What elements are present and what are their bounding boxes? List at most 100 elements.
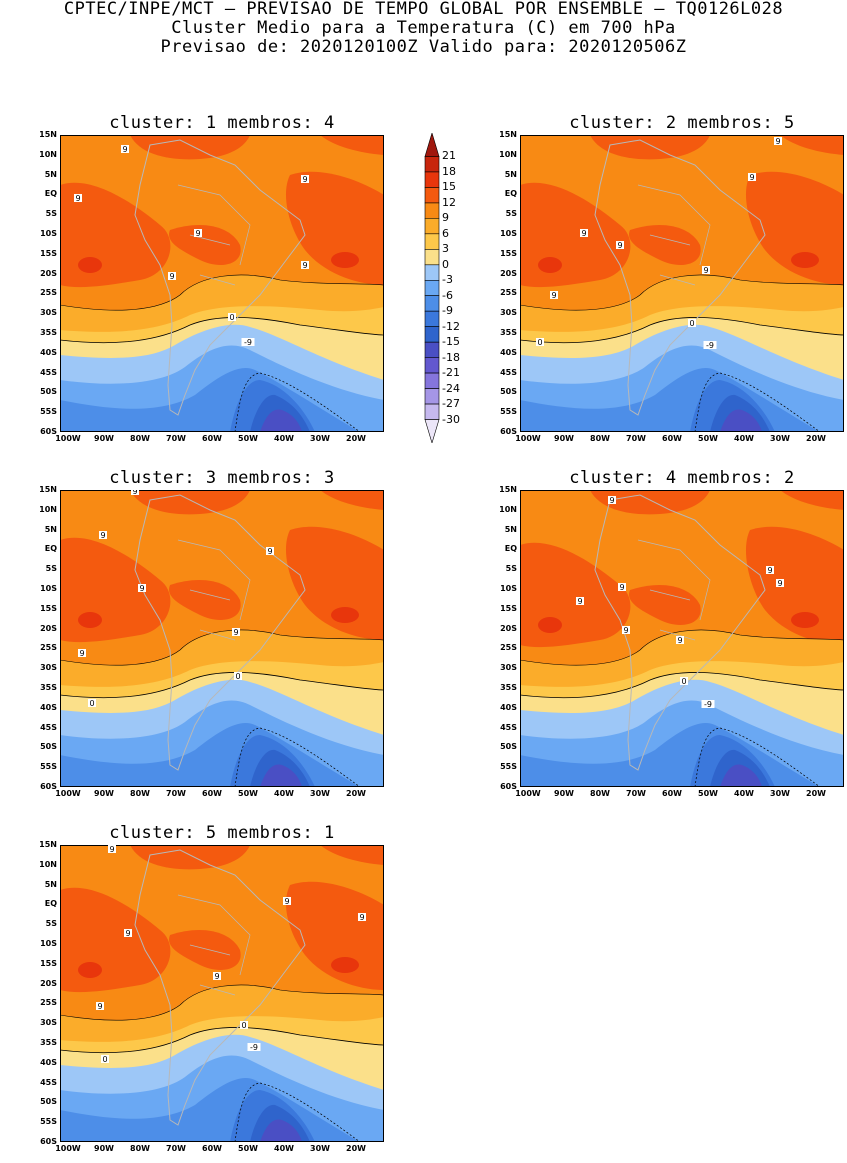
colorbar-swatch: [424, 326, 440, 343]
header-line-3: Previsao de: 2020120100Z Valido para: 20…: [160, 37, 687, 57]
longitude-tick-label: 20W: [806, 789, 826, 798]
contour-label: 0: [88, 699, 96, 708]
longitude-tick-label: 100W: [55, 789, 81, 798]
svg-text:9: 9: [122, 145, 127, 154]
contour-label: 9: [131, 490, 139, 496]
latitude-tick-label: 5S: [505, 209, 517, 219]
svg-text:-9: -9: [244, 338, 252, 347]
svg-text:0: 0: [689, 319, 694, 328]
svg-text:-9: -9: [250, 1043, 258, 1052]
longitude-tick-label: 50W: [698, 789, 718, 798]
longitude-tick-label: 100W: [55, 434, 81, 443]
contour-label: 9: [194, 229, 202, 238]
svg-text:9: 9: [109, 845, 114, 854]
contour-label: 0: [240, 1021, 248, 1030]
contour-label: 9: [676, 636, 684, 645]
colorbar-label: -3: [442, 273, 453, 287]
contour-label: 9: [108, 845, 116, 854]
latitude-tick-label: 5N: [504, 524, 517, 534]
header-line-2: Cluster Medio para a Temperatura (C) em …: [171, 18, 676, 38]
latitude-tick-label: 45S: [40, 1077, 57, 1087]
longitude-tick-label: 80W: [130, 789, 150, 798]
latitude-tick-label: 20S: [500, 623, 517, 633]
latitude-tick-label: 20S: [40, 623, 57, 633]
longitude-tick-label: 40W: [274, 1144, 294, 1153]
longitude-tick-label: 30W: [770, 434, 790, 443]
latitude-tick-label: 50S: [40, 387, 57, 397]
temperature-map: 9 9 9 9 9 9 0 0 -9: [520, 135, 844, 432]
colorbar-label: -27: [442, 397, 460, 411]
latitude-tick-label: 30S: [40, 663, 57, 673]
contour-label: 9: [99, 531, 107, 540]
latitude-tick-label: 5S: [505, 564, 517, 574]
latitude-tick-label: 15N: [39, 485, 57, 494]
longitude-tick-label: 80W: [590, 434, 610, 443]
latitude-tick-label: 60S: [500, 782, 517, 791]
colorbar-label: -9: [442, 304, 453, 318]
latitude-tick-label: EQ: [44, 899, 57, 909]
cluster-panel-4: cluster: 4 membros: 2 9 9 9 9 9 9 9 0 -9 15N 10N 5N…: [460, 468, 847, 808]
latitude-tick-label: 10N: [499, 149, 517, 159]
svg-text:9: 9: [617, 241, 622, 250]
svg-text:9: 9: [132, 490, 137, 496]
contour-label: 9: [580, 229, 588, 238]
svg-text:9: 9: [75, 194, 80, 203]
colorbar-label: -24: [442, 381, 460, 395]
latitude-tick-label: 25S: [500, 288, 517, 298]
latitude-tick-label: 35S: [40, 683, 57, 692]
latitude-tick-label: 50S: [500, 387, 517, 397]
contour-label: 0: [536, 338, 544, 347]
colorbar-swatch: [424, 264, 440, 281]
latitude-tick-label: 55S: [40, 1117, 57, 1127]
latitude-tick-label: 40S: [40, 347, 57, 357]
contour-label: 9: [121, 145, 129, 154]
cluster-panel-5: cluster: 5 membros: 1 9 9 9 9 9 9 0 0 -9 15N 10N 5N…: [0, 823, 400, 1163]
colorbar-swatch: [424, 279, 440, 297]
longitude-tick-label: 70W: [626, 789, 646, 798]
colorbar-label: 15: [442, 180, 456, 194]
contour-label: 9: [702, 266, 710, 275]
longitude-tick-label: 80W: [590, 789, 610, 798]
longitude-tick-label: 90W: [94, 434, 114, 443]
latitude-tick-label: 60S: [500, 427, 517, 436]
panel-title: cluster: 3 membros: 3: [109, 468, 335, 488]
colorbar-label: 21: [442, 149, 456, 163]
latitude-tick-label: 10N: [39, 149, 57, 159]
longitude-tick-label: 50W: [238, 434, 258, 443]
contour-label: 9: [358, 913, 366, 922]
svg-text:9: 9: [359, 913, 364, 922]
longitude-tick-label: 40W: [734, 789, 754, 798]
contour-label: 9: [74, 194, 82, 203]
longitude-tick-label: 20W: [346, 789, 366, 798]
longitude-tick-label: 30W: [770, 789, 790, 798]
contour-label: 9: [748, 173, 756, 182]
latitude-tick-label: 15S: [40, 603, 57, 613]
latitude-tick-label: 30S: [500, 308, 517, 318]
svg-text:0: 0: [102, 1055, 107, 1064]
svg-text:9: 9: [139, 584, 144, 593]
latitude-tick-label: 35S: [40, 1038, 57, 1047]
contour-label: 0: [228, 313, 236, 322]
latitude-tick-label: 10N: [39, 504, 57, 514]
latitude-tick-label: 45S: [500, 722, 517, 732]
latitude-tick-label: 50S: [40, 1097, 57, 1107]
longitude-tick-label: 90W: [94, 1144, 114, 1153]
contour-label: 9: [774, 137, 782, 146]
colorbar-swatch: [424, 171, 440, 188]
svg-text:9: 9: [284, 897, 289, 906]
contour-label: 0: [234, 672, 242, 681]
latitude-tick-label: 10S: [40, 229, 57, 238]
contour-label: 9: [283, 897, 291, 906]
latitude-tick-label: 40S: [40, 1057, 57, 1067]
latitude-tick-label: 40S: [500, 347, 517, 357]
latitude-tick-label: 30S: [40, 308, 57, 318]
colorbar-swatch: [424, 249, 440, 266]
latitude-tick-label: 15N: [39, 840, 57, 849]
latitude-tick-label: 25S: [40, 998, 57, 1008]
contour-label: -9: [703, 341, 717, 350]
colorbar-swatch: [424, 403, 440, 420]
contour-label: 9: [232, 628, 240, 637]
svg-text:-9: -9: [704, 700, 712, 709]
longitude-tick-label: 30W: [310, 789, 330, 798]
latitude-tick-label: 5S: [45, 919, 57, 929]
